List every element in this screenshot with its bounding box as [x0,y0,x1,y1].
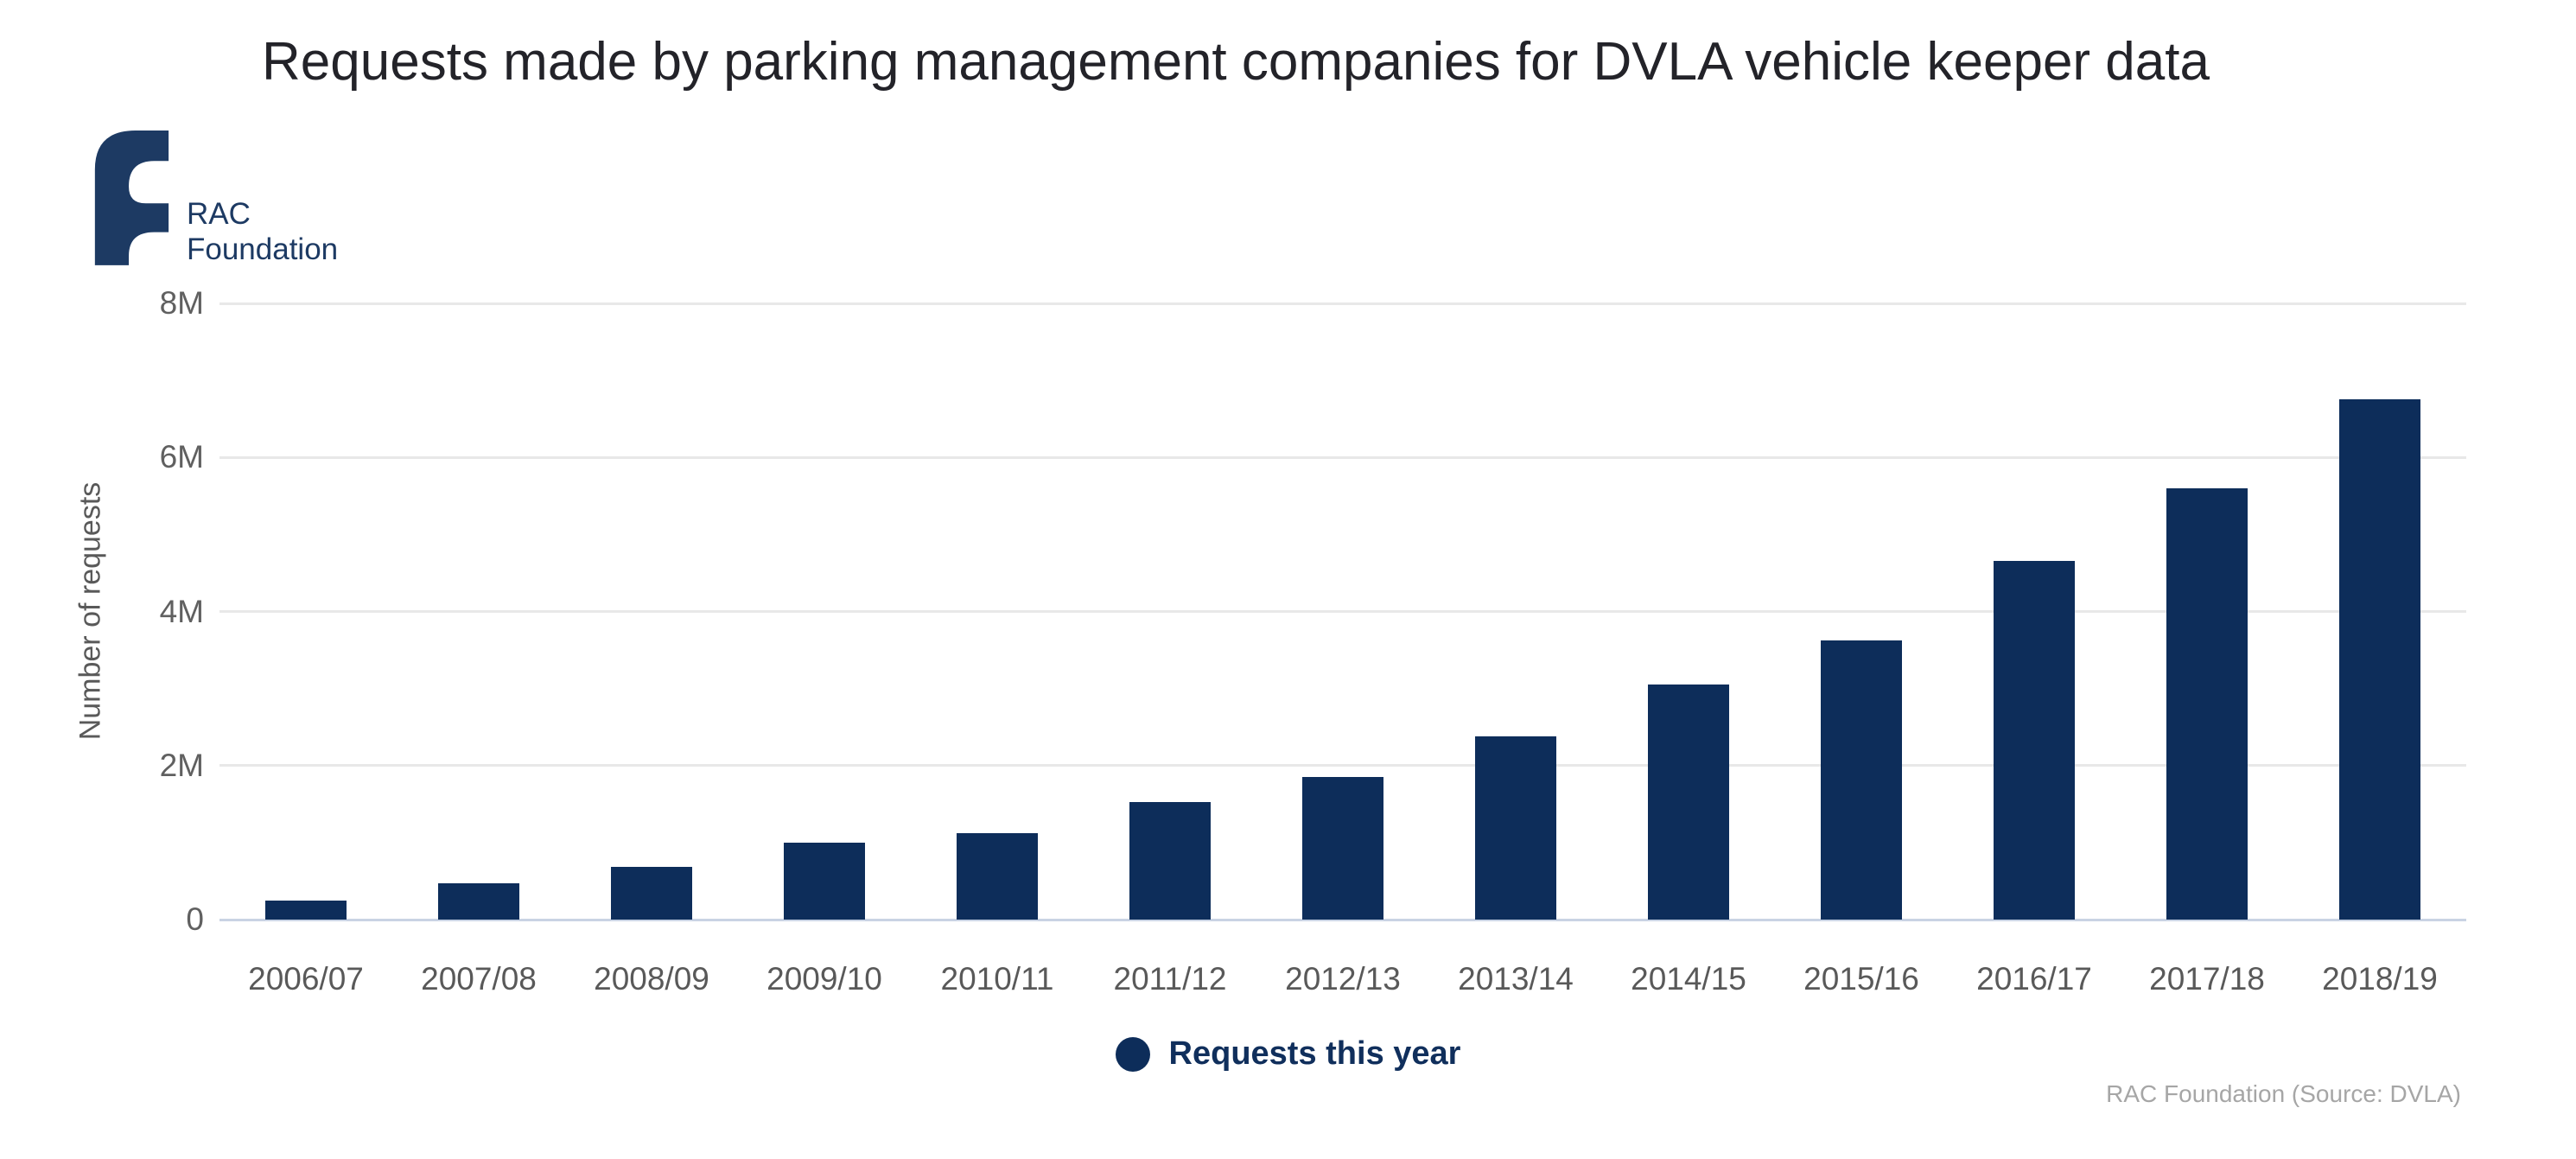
x-label-2011/12: 2011/12 [1113,961,1227,997]
bar-2009/10[interactable] [784,842,865,920]
bar-2015/16[interactable] [1821,640,1902,920]
x-label-2007/08: 2007/08 [421,961,537,997]
bar-2008/09[interactable] [611,867,692,920]
logo-line-rac: RAC [187,197,251,231]
bar-2010/11[interactable] [957,833,1038,920]
bar-slot-2016/17 [1948,303,2121,920]
x-label-2018/19: 2018/19 [2322,961,2438,997]
y-axis-ticks: 0 2M 4M 6M 8M [0,287,204,936]
x-axis-labels: 2006/07 2007/08 2008/09 2009/10 2010/11 2011/… [219,961,2466,997]
bar-2007/08[interactable] [438,883,519,920]
source-credit: RAC Foundation (Source: DVLA) [2106,1080,2461,1107]
legend-item-requests-this-year[interactable]: Requests this year [1115,1035,1461,1073]
rac-foundation-logo-icon [88,125,173,265]
bars-container [219,303,2466,920]
bar-2006/07[interactable] [265,900,347,920]
bar-2017/18[interactable] [2166,487,2248,920]
bar-slot-2006/07 [219,303,392,920]
legend-series-label: Requests this year [1168,1035,1461,1072]
bar-slot-2011/12 [1084,303,1256,920]
x-label-2016/17: 2016/17 [1976,961,2092,997]
y-tick-label-4M: 4M [159,593,204,629]
bar-slot-2018/19 [2293,303,2466,920]
bar-slot-2009/10 [738,303,911,920]
y-tick-label-0: 0 [186,901,204,937]
x-label-2012/13: 2012/13 [1285,961,1401,997]
rac-foundation-logo: RAC Foundation [88,125,338,267]
x-label-2013/14: 2013/14 [1458,961,1574,997]
gridline-6M [219,455,2466,459]
plot-area [219,302,2466,921]
bar-2013/14[interactable] [1475,736,1556,920]
bar-2012/13[interactable] [1302,777,1383,920]
bar-slot-2013/14 [1429,303,1602,920]
bar-2016/17[interactable] [1994,560,2075,920]
bar-slot-2017/18 [2121,303,2293,920]
bar-2014/15[interactable] [1648,685,1729,920]
x-label-2008/09: 2008/09 [594,961,709,997]
x-label-2009/10: 2009/10 [766,961,882,997]
bar-2018/19[interactable] [2339,399,2420,920]
bar-slot-2014/15 [1602,303,1775,920]
bar-slot-2007/08 [392,303,565,920]
gridline-8M [219,302,2466,305]
x-label-2006/07: 2006/07 [248,961,364,997]
y-tick-label-2M: 2M [159,747,204,783]
gridline-4M [219,610,2466,613]
gridline-2M [219,764,2466,767]
x-label-2010/11: 2010/11 [940,961,1054,997]
logo-wordmark: RAC Foundation [187,196,338,267]
x-axis-line [219,918,2466,921]
legend-series-marker-icon [1115,1036,1150,1072]
y-tick-label-8M: 8M [159,285,204,321]
bar-slot-2015/16 [1775,303,1948,920]
legend: Requests this year [0,1035,2576,1073]
x-label-2015/16: 2015/16 [1803,961,1919,997]
bar-slot-2008/09 [565,303,738,920]
y-tick-label-6M: 6M [159,439,204,475]
logo-line-foundation: Foundation [187,232,339,266]
x-label-2017/18: 2017/18 [2149,961,2265,997]
x-label-2014/15: 2014/15 [1631,961,1746,997]
bar-2011/12[interactable] [1129,801,1211,920]
bar-slot-2010/11 [911,303,1084,920]
bar-slot-2012/13 [1256,303,1429,920]
chart-title: Requests made by parking management comp… [262,32,2210,92]
logo-f-mark [94,131,169,265]
